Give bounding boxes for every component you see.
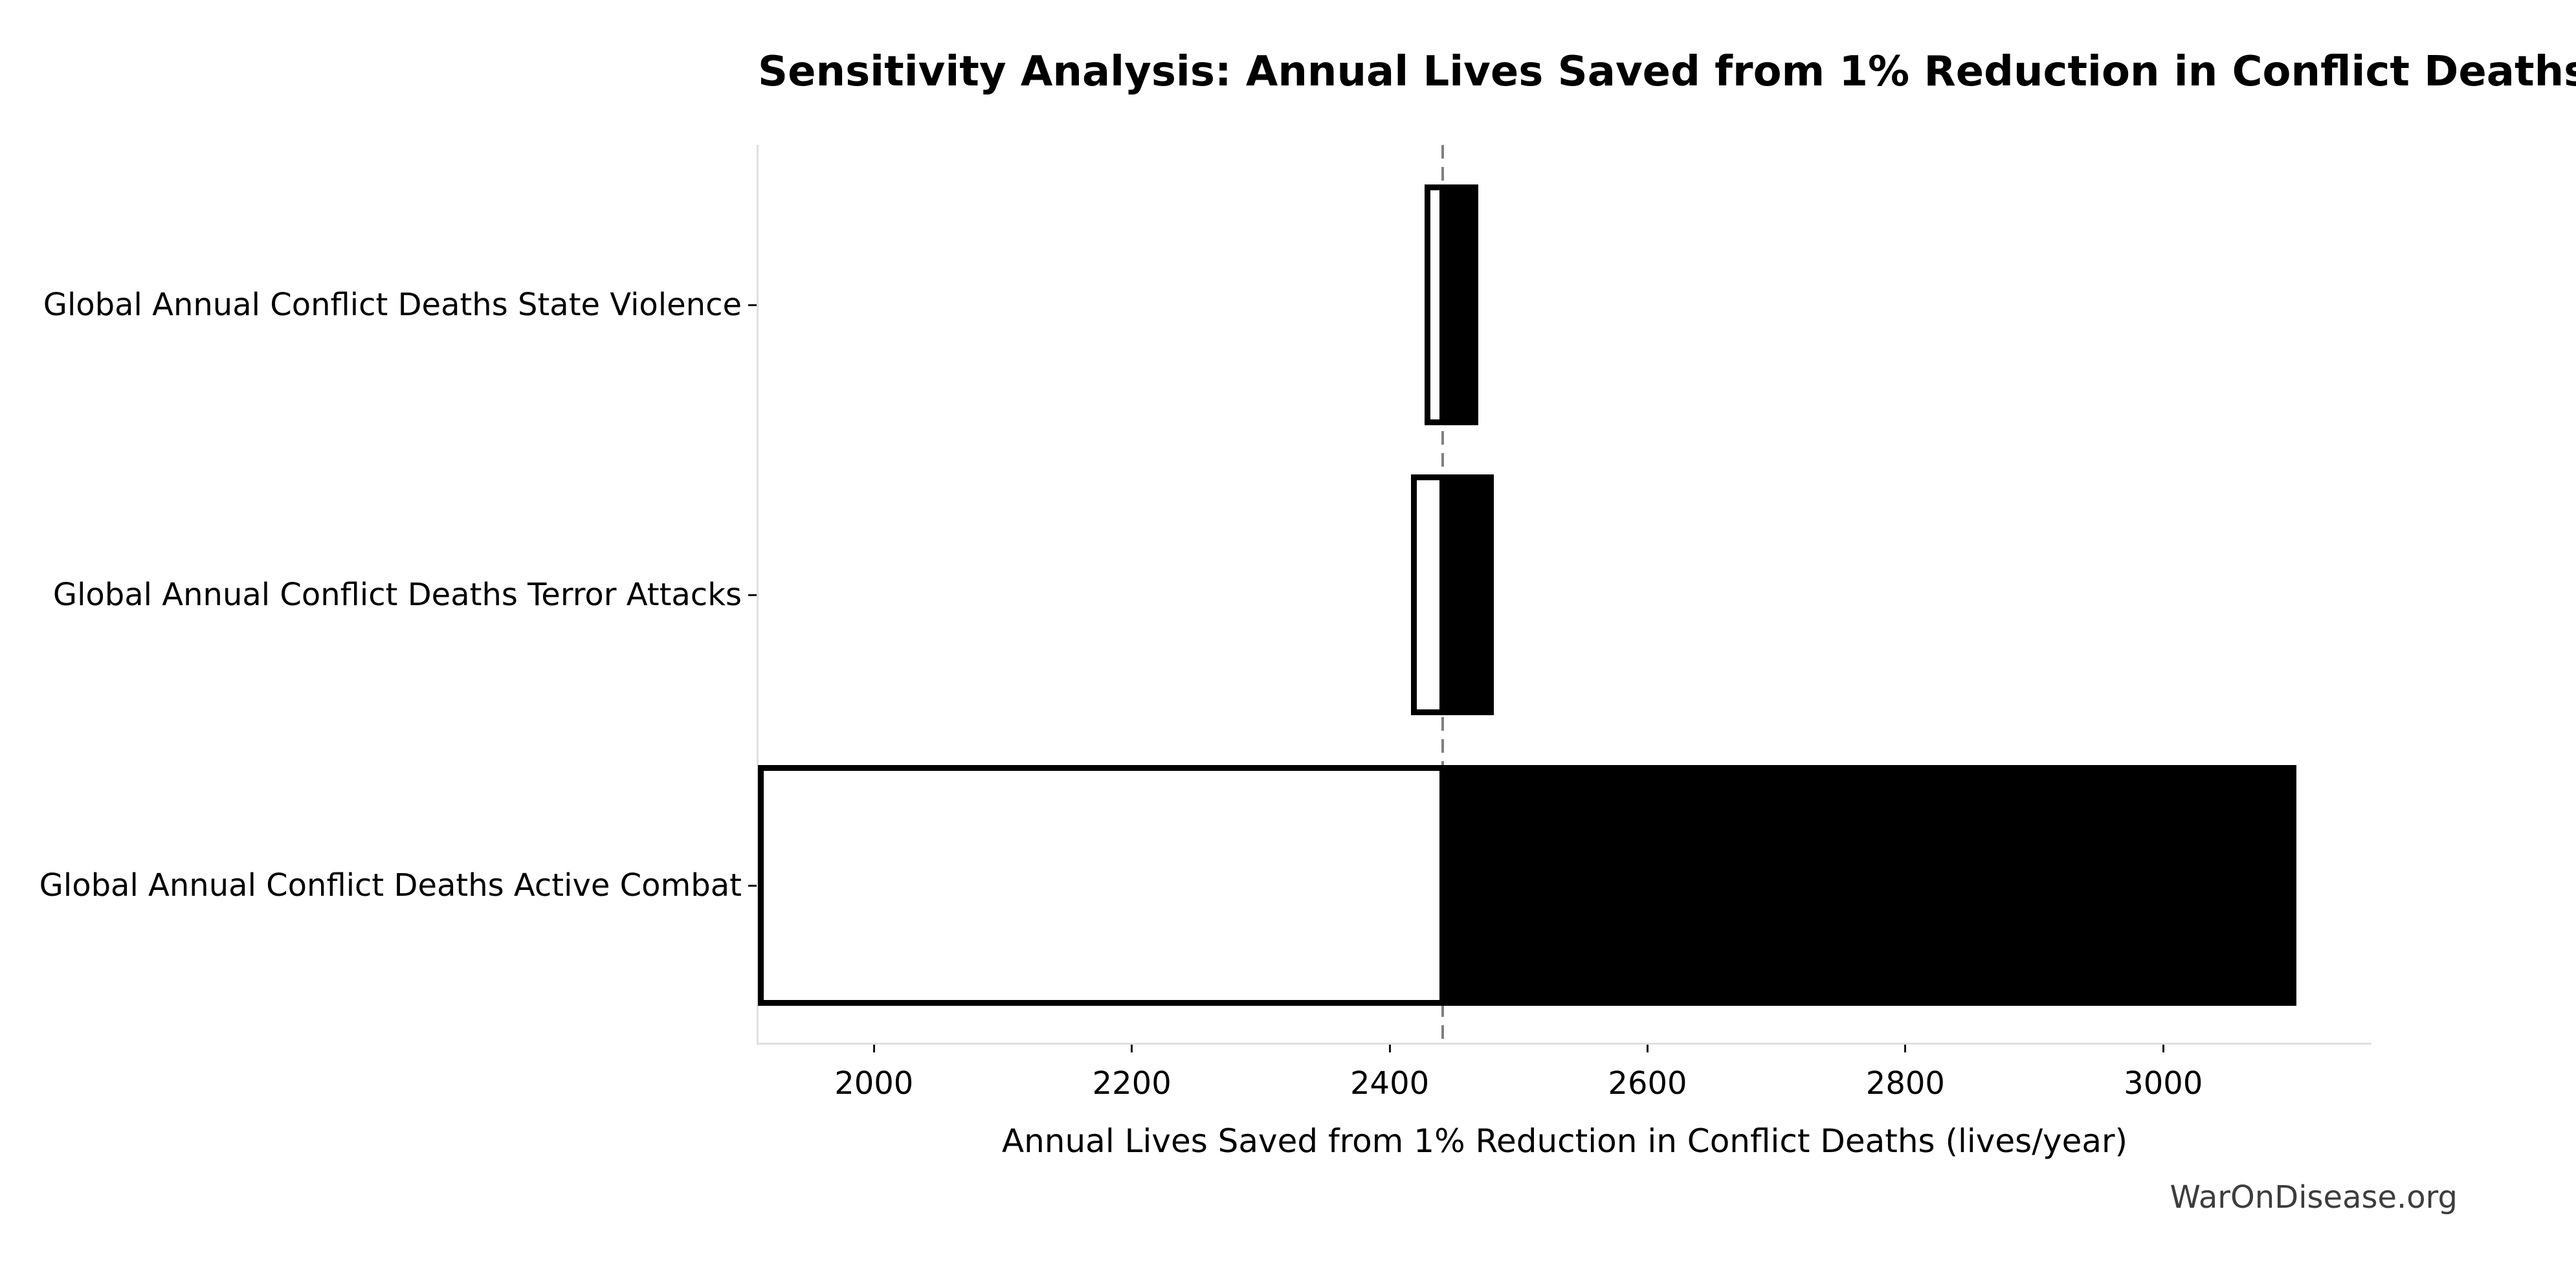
x-tick-mark-4 xyxy=(1904,1045,1907,1052)
x-tick-label-0: 2000 xyxy=(834,1065,914,1102)
x-tick-mark-1 xyxy=(1131,1045,1133,1052)
low-bar-row-2 xyxy=(758,765,1446,1006)
y-tick-label-0: Global Annual Conflict Deaths State Viol… xyxy=(43,287,742,323)
x-axis-title: Annual Lives Saved from 1% Reduction in … xyxy=(1001,1122,2128,1160)
high-bar-row-0 xyxy=(1439,184,1479,425)
x-tick-mark-0 xyxy=(872,1045,875,1052)
y-tick-label-1: Global Annual Conflict Deaths Terror Att… xyxy=(52,577,742,613)
y-tick-mark-1 xyxy=(748,594,757,596)
x-tick-mark-2 xyxy=(1388,1045,1391,1052)
y-axis-spine xyxy=(757,145,759,1045)
y-tick-mark-2 xyxy=(748,884,757,887)
y-tick-mark-0 xyxy=(748,304,757,306)
x-tick-label-3: 2600 xyxy=(1608,1065,1687,1102)
watermark: WarOnDisease.org xyxy=(2170,1179,2458,1216)
chart-title: Sensitivity Analysis: Annual Lives Saved… xyxy=(758,48,2576,96)
y-tick-label-2: Global Annual Conflict Deaths Active Com… xyxy=(39,867,742,904)
high-bar-row-2 xyxy=(1439,765,2296,1006)
x-axis-spine xyxy=(758,1043,2371,1045)
high-bar-row-1 xyxy=(1439,474,1494,715)
x-tick-label-5: 3000 xyxy=(2124,1065,2203,1102)
x-tick-mark-5 xyxy=(2162,1045,2164,1052)
x-tick-label-1: 2200 xyxy=(1092,1065,1171,1102)
x-tick-label-4: 2800 xyxy=(1865,1065,1945,1102)
x-tick-mark-3 xyxy=(1646,1045,1649,1052)
x-tick-label-2: 2400 xyxy=(1350,1065,1430,1102)
